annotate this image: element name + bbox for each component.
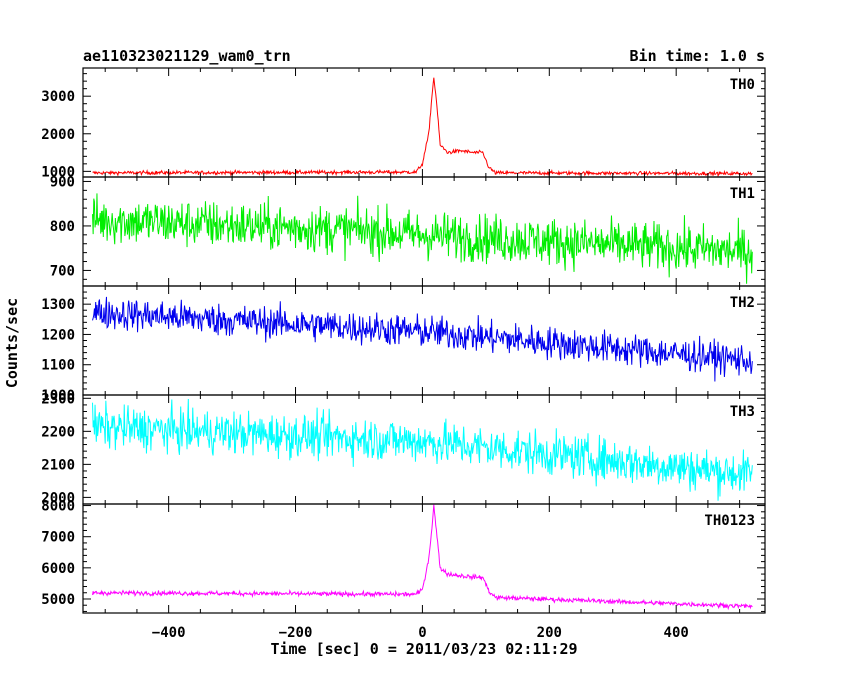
panel-label: TH2 bbox=[730, 295, 755, 311]
y-tick-label: 1200 bbox=[41, 327, 75, 343]
panel-label: TH0 bbox=[730, 77, 755, 93]
panel-th0123: 5000 6000 7000 8000 TH0123 bbox=[41, 499, 766, 614]
panel-frame bbox=[82, 67, 766, 178]
x-tick-label: 400 bbox=[664, 625, 689, 641]
panel-th3: 2000 2100 2200 2300 TH3 bbox=[41, 391, 766, 506]
panel-frame bbox=[82, 394, 766, 505]
y-tick-label: 1100 bbox=[41, 358, 75, 374]
y-tick-label: 700 bbox=[50, 263, 75, 279]
x-tick-label: −200 bbox=[279, 625, 313, 641]
chart-title: ae110323021129_wam0_trn bbox=[83, 47, 291, 65]
y-tick-label: 2000 bbox=[41, 127, 75, 143]
x-tick-label: −400 bbox=[152, 625, 186, 641]
bin-time-label: Bin time: 1.0 s bbox=[630, 47, 765, 65]
y-tick-label: 800 bbox=[50, 219, 75, 235]
y-tick-label: 5000 bbox=[41, 592, 75, 608]
y-tick-label: 1000 bbox=[41, 388, 75, 404]
x-axis-title: Time [sec] 0 = 2011/03/23 02:11:29 bbox=[270, 640, 577, 658]
y-tick-label: 7000 bbox=[41, 530, 75, 546]
panel-label: TH3 bbox=[730, 404, 755, 420]
y-tick-label: 900 bbox=[50, 174, 75, 190]
panel-frame bbox=[82, 503, 766, 614]
panel-frame bbox=[82, 176, 766, 287]
panels-group: 100020003000TH0700800900TH11000110012001… bbox=[41, 67, 766, 641]
y-tick-label: 1000 bbox=[41, 164, 75, 180]
series-line-th1 bbox=[92, 193, 753, 284]
panel-th0: 1000 2000 3000 TH0 bbox=[41, 67, 766, 180]
y-tick-label: 2100 bbox=[41, 457, 75, 473]
panel-th1: 700 800 900 TH1 bbox=[50, 174, 766, 287]
panel-label: TH1 bbox=[730, 186, 755, 202]
x-tick-label: 200 bbox=[537, 625, 562, 641]
series-line-th2 bbox=[92, 296, 753, 382]
series-line-th3 bbox=[92, 398, 753, 501]
y-tick-label: 6000 bbox=[41, 561, 75, 577]
y-tick-label: 2200 bbox=[41, 424, 75, 440]
y-tick-label: 2300 bbox=[41, 391, 75, 407]
x-tick-label: 0 bbox=[418, 625, 426, 641]
panel-label: TH0123 bbox=[704, 513, 755, 529]
y-tick-label: 8000 bbox=[41, 499, 75, 515]
y-tick-label: 3000 bbox=[41, 89, 75, 105]
y-tick-label: 2000 bbox=[41, 490, 75, 506]
y-axis-title: Counts/sec bbox=[3, 298, 21, 388]
y-tick-label: 1300 bbox=[41, 297, 75, 313]
series-line-th0 bbox=[92, 77, 753, 177]
series-line-th0123 bbox=[92, 504, 753, 611]
panel-th2: 1000 1100 1200 1300 TH2 bbox=[41, 285, 766, 404]
